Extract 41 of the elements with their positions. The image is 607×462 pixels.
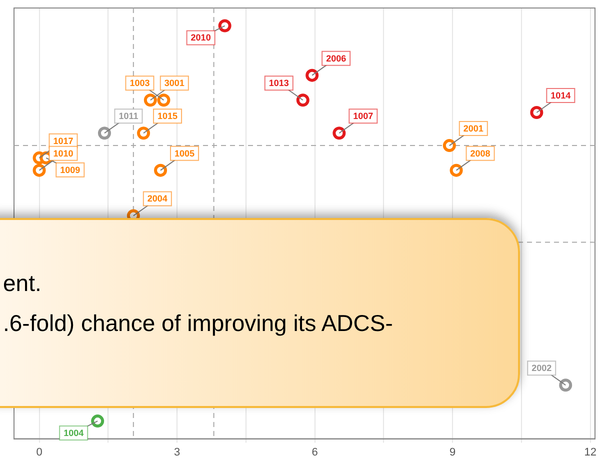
point — [154, 164, 168, 177]
point — [306, 68, 319, 82]
point — [530, 106, 544, 119]
point — [91, 414, 104, 428]
annotation: 2010 — [190, 32, 211, 43]
x-tick-label: 3 — [174, 446, 180, 458]
point — [296, 94, 310, 107]
point — [98, 126, 111, 140]
annotation: 1014 — [550, 90, 571, 100]
point — [32, 164, 46, 177]
point — [332, 126, 346, 140]
annotation: 1009 — [60, 164, 80, 175]
annotation: 1015 — [158, 111, 178, 122]
annotation: 2006 — [326, 53, 346, 64]
point — [450, 164, 463, 177]
annotation: 2002 — [532, 363, 552, 374]
annotation: 1007 — [353, 111, 374, 122]
annotation: 3001 — [164, 78, 184, 88]
point — [559, 378, 572, 392]
point — [137, 126, 150, 140]
point — [442, 139, 456, 152]
x-tick-label: 0 — [36, 446, 42, 458]
annotation: 1005 — [174, 148, 195, 158]
point — [144, 94, 157, 107]
annotation: 1013 — [268, 78, 289, 88]
callout-box: ent. .6-fold) chance of improving its ADCS- — [0, 218, 520, 408]
annotation: ent. — [3, 270, 42, 297]
x-tick-label: 9 — [450, 446, 456, 458]
annotation: 1004 — [64, 428, 84, 438]
annotation: .6-fold) chance of improving its ADCS- — [3, 310, 393, 337]
point — [218, 19, 232, 32]
annotation: 1011 — [118, 111, 138, 122]
annotation: 2004 — [147, 194, 168, 204]
x-tick-label: 12 — [584, 446, 597, 458]
point — [157, 94, 170, 107]
annotation: 2008 — [470, 148, 490, 158]
annotation: 2001 — [463, 124, 484, 134]
x-tick-label: 6 — [312, 446, 318, 458]
annotation: 1003 — [130, 78, 150, 88]
annotation: 1017 — [53, 136, 74, 146]
annotation: 1010 — [53, 148, 74, 158]
